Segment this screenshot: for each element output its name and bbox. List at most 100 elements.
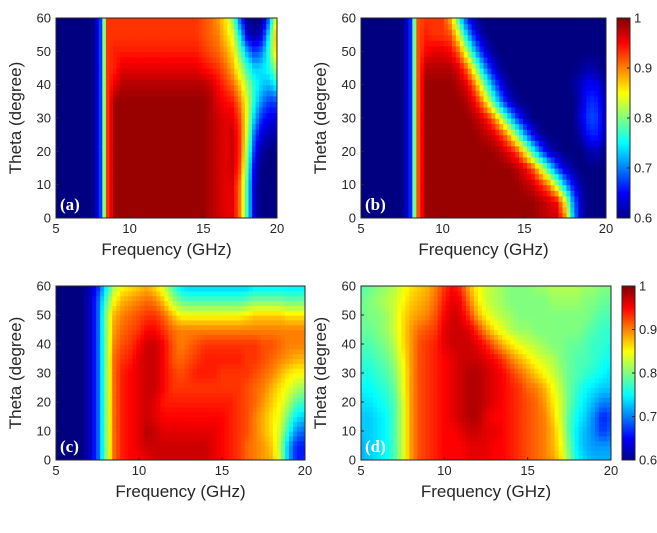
heatmap-cell (92, 387, 97, 393)
heatmap-cell (148, 173, 153, 180)
heatmap-cell (68, 324, 73, 331)
heatmap-cell (63, 45, 68, 52)
heatmap-cell (56, 51, 61, 58)
heatmap-cell (252, 118, 257, 125)
heatmap-cell (404, 162, 410, 169)
heatmap-cell (594, 34, 599, 41)
heatmap-cell (96, 416, 101, 422)
heatmap-cell (574, 123, 579, 130)
heatmap-cell (64, 411, 69, 418)
heatmap-cell (180, 195, 185, 202)
heatmap-cell (388, 118, 394, 125)
heatmap-cell (459, 56, 465, 64)
heatmap-cell (100, 431, 105, 437)
heatmap-cell (392, 18, 398, 25)
heatmap-cell (361, 73, 366, 80)
heatmap-cell (141, 84, 146, 91)
heatmap-cell (116, 106, 121, 114)
heatmap-cell (166, 23, 171, 30)
heatmap-cell (594, 79, 599, 86)
heatmap-cell (68, 392, 73, 398)
heatmap-cell (534, 168, 540, 175)
heatmap-cell (269, 179, 275, 186)
heatmap-cell (428, 34, 433, 41)
heatmap-cell (113, 84, 118, 91)
heatmap-cell (364, 151, 370, 158)
heatmap-cell (262, 84, 267, 91)
heatmap-cell (269, 95, 275, 102)
heatmap-cell (467, 56, 473, 64)
heatmap-cell (159, 45, 164, 52)
heatmap-cell (84, 310, 89, 316)
heatmap-cell (259, 156, 264, 164)
heatmap-cell (503, 29, 508, 36)
heatmap-cell (388, 68, 394, 75)
heatmap-cell (530, 195, 536, 202)
heatmap-cell (123, 206, 128, 214)
heatmap-cell (237, 29, 242, 36)
heatmap-cell (56, 129, 61, 136)
heatmap-cell (91, 179, 96, 186)
heatmap-cell (80, 68, 86, 75)
heatmap-cell (73, 79, 78, 86)
heatmap-cell (63, 79, 68, 86)
heatmap-cell (368, 123, 374, 130)
heatmap-cell (252, 140, 257, 147)
heatmap-cell (562, 62, 568, 69)
heatmap-cell (84, 212, 89, 218)
heatmap-cell (455, 212, 461, 218)
heatmap-cell (463, 179, 469, 186)
heatmap-cell (173, 173, 178, 180)
heatmap-cell (590, 101, 595, 108)
heatmap-cell (191, 206, 196, 214)
heatmap-cell (515, 129, 520, 136)
heatmap-cell (388, 62, 394, 69)
heatmap-cell (578, 79, 583, 86)
heatmap-cell (269, 212, 275, 218)
heatmap-cell (173, 79, 178, 86)
heatmap-cell (523, 179, 528, 186)
heatmap-cell (273, 118, 277, 125)
heatmap-cell (104, 363, 109, 369)
heatmap-cell (262, 18, 267, 25)
heatmap-cell (60, 310, 65, 316)
heatmap-cell (499, 101, 504, 108)
heatmap-cell (594, 112, 599, 119)
heatmap-cell (209, 23, 214, 30)
heatmap-cell (479, 90, 485, 97)
heatmap-cell (404, 190, 410, 197)
heatmap-cell (432, 56, 437, 64)
heatmap-cell (84, 421, 89, 427)
heatmap-cell (105, 184, 111, 191)
heatmap-cell (162, 106, 168, 114)
heatmap-cell (241, 195, 246, 202)
heatmap-cell (550, 112, 556, 119)
heatmap-cell (432, 212, 437, 218)
heatmap-cell (400, 18, 406, 25)
heatmap-cell (92, 455, 97, 460)
heatmap-cell (155, 206, 160, 214)
heatmap-cell (388, 151, 394, 158)
heatmap-cell (424, 190, 429, 197)
heatmap-cell (184, 56, 189, 64)
heatmap-cell (76, 358, 81, 364)
heatmap-cell (424, 45, 429, 52)
heatmap-cell (424, 51, 429, 58)
heatmap-cell (244, 179, 250, 186)
heatmap-cell (91, 29, 96, 36)
heatmap-cell (76, 426, 81, 432)
heatmap-cell (120, 84, 125, 91)
heatmap-cell (380, 90, 386, 97)
heatmap-cell (137, 56, 143, 64)
heatmap-cell (219, 79, 225, 86)
heatmap-cell (570, 162, 575, 169)
heatmap-cell (76, 286, 81, 292)
heatmap-cell (491, 190, 496, 197)
heatmap-cell (64, 315, 69, 321)
heatmap-cell (104, 305, 109, 311)
heatmap-cell (396, 106, 402, 114)
heatmap-cell (511, 112, 516, 119)
heatmap-cell (273, 140, 277, 147)
heatmap-cell (259, 101, 264, 108)
heatmap-cell (80, 315, 85, 321)
